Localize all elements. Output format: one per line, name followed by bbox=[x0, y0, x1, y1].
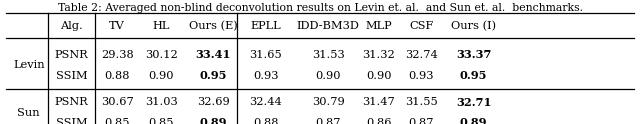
Text: SSIM: SSIM bbox=[56, 118, 88, 124]
Text: 0.87: 0.87 bbox=[408, 118, 434, 124]
Text: 0.93: 0.93 bbox=[408, 71, 434, 81]
Text: 31.65: 31.65 bbox=[249, 50, 282, 60]
Text: 0.89: 0.89 bbox=[200, 117, 227, 124]
Text: 0.87: 0.87 bbox=[316, 118, 341, 124]
Text: 0.88: 0.88 bbox=[104, 71, 130, 81]
Text: 32.44: 32.44 bbox=[249, 97, 282, 107]
Text: 30.67: 30.67 bbox=[100, 97, 134, 107]
Text: Levin: Levin bbox=[13, 60, 45, 70]
Text: 0.95: 0.95 bbox=[200, 70, 227, 81]
Text: 0.90: 0.90 bbox=[366, 71, 392, 81]
Text: 0.93: 0.93 bbox=[253, 71, 278, 81]
Text: SSIM: SSIM bbox=[56, 71, 88, 81]
Text: Table 2: Averaged non-blind deconvolution results on Levin et. al.  and Sun et. : Table 2: Averaged non-blind deconvolutio… bbox=[58, 3, 582, 13]
Text: 32.69: 32.69 bbox=[196, 97, 230, 107]
Text: 0.85: 0.85 bbox=[104, 118, 130, 124]
Text: PSNR: PSNR bbox=[55, 97, 88, 107]
Text: HL: HL bbox=[152, 21, 170, 31]
Text: TV: TV bbox=[109, 21, 125, 31]
Text: 33.37: 33.37 bbox=[456, 49, 492, 60]
Text: 0.90: 0.90 bbox=[148, 71, 174, 81]
Text: 0.88: 0.88 bbox=[253, 118, 278, 124]
Text: PSNR: PSNR bbox=[55, 50, 88, 60]
Text: 30.79: 30.79 bbox=[312, 97, 345, 107]
Text: 0.85: 0.85 bbox=[148, 118, 174, 124]
Text: 31.47: 31.47 bbox=[362, 97, 396, 107]
Text: 31.55: 31.55 bbox=[404, 97, 438, 107]
Text: CSF: CSF bbox=[409, 21, 433, 31]
Text: IDD-BM3D: IDD-BM3D bbox=[297, 21, 360, 31]
Text: 0.90: 0.90 bbox=[316, 71, 341, 81]
Text: 33.41: 33.41 bbox=[195, 49, 231, 60]
Text: 31.53: 31.53 bbox=[312, 50, 345, 60]
Text: 32.71: 32.71 bbox=[456, 97, 492, 108]
Text: 29.38: 29.38 bbox=[100, 50, 134, 60]
Text: 31.03: 31.03 bbox=[145, 97, 178, 107]
Text: Ours (E): Ours (E) bbox=[189, 20, 237, 31]
Text: MLP: MLP bbox=[365, 21, 392, 31]
Text: Alg.: Alg. bbox=[60, 21, 83, 31]
Text: 0.89: 0.89 bbox=[460, 117, 487, 124]
Text: 0.86: 0.86 bbox=[366, 118, 392, 124]
Text: 31.32: 31.32 bbox=[362, 50, 396, 60]
Text: 30.12: 30.12 bbox=[145, 50, 178, 60]
Text: 0.95: 0.95 bbox=[460, 70, 487, 81]
Text: Sun: Sun bbox=[17, 108, 40, 118]
Text: Ours (I): Ours (I) bbox=[451, 20, 496, 31]
Text: EPLL: EPLL bbox=[250, 21, 281, 31]
Text: 32.74: 32.74 bbox=[404, 50, 438, 60]
